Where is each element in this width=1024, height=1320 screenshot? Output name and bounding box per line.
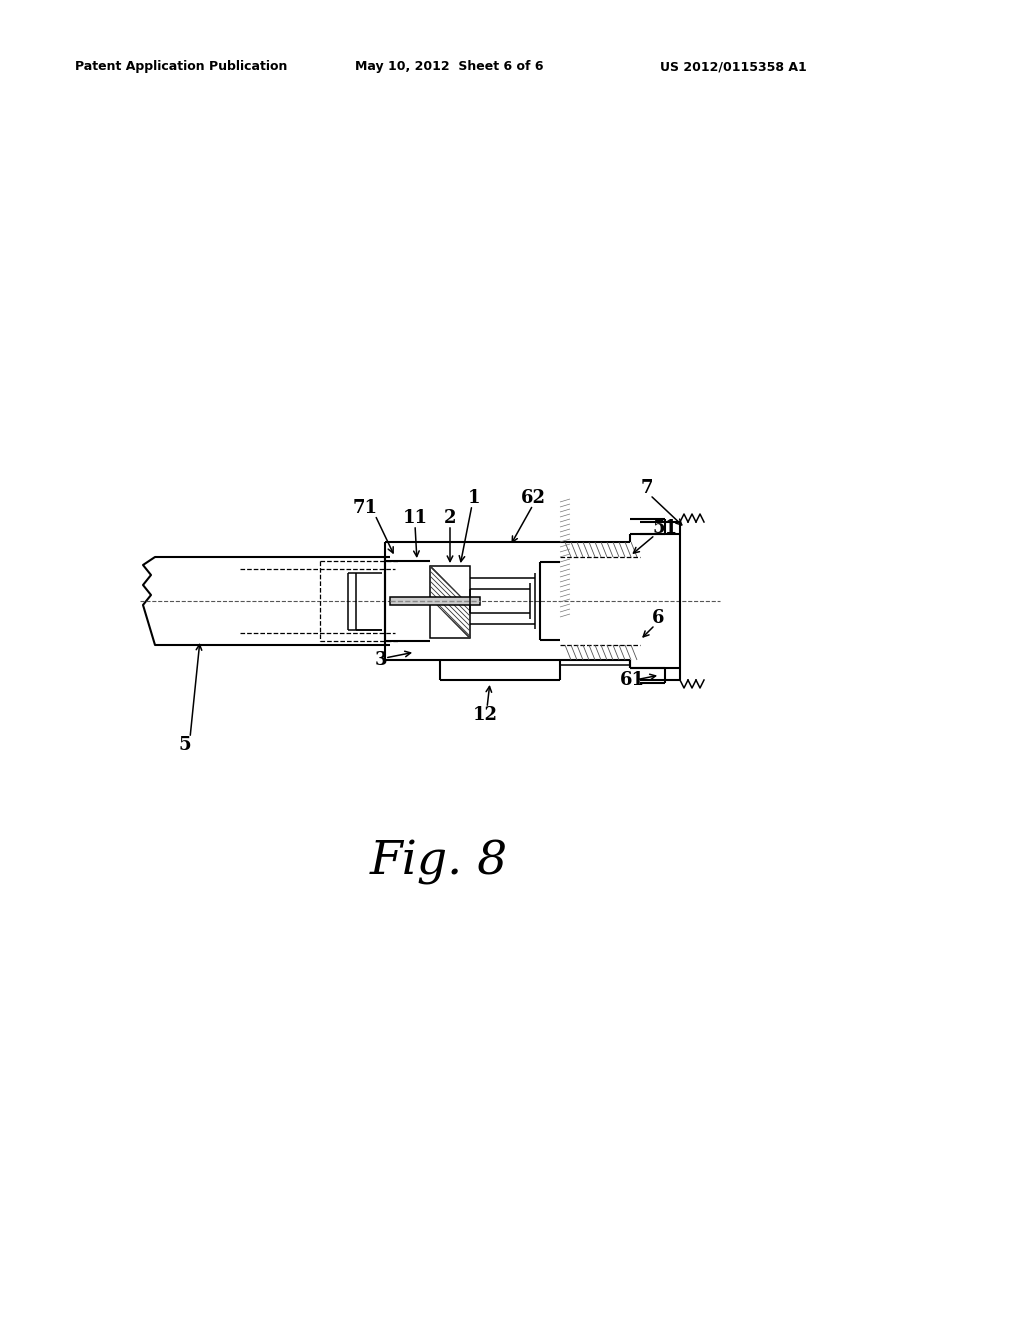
Text: 11: 11 (402, 510, 427, 527)
Text: 12: 12 (472, 706, 498, 723)
Text: 2: 2 (443, 510, 457, 527)
Bar (430, 566, 470, 638)
Text: 61: 61 (620, 671, 645, 689)
Text: 62: 62 (520, 488, 546, 507)
Text: Fig. 8: Fig. 8 (370, 840, 508, 886)
Text: 3: 3 (375, 651, 387, 669)
Text: 1: 1 (468, 488, 480, 507)
Text: Patent Application Publication: Patent Application Publication (75, 59, 288, 73)
Text: US 2012/0115358 A1: US 2012/0115358 A1 (660, 59, 807, 73)
Text: 71: 71 (352, 499, 378, 517)
Bar (390, 597, 480, 605)
Text: 6: 6 (652, 609, 665, 627)
Text: 5: 5 (178, 737, 191, 754)
Text: 7: 7 (641, 479, 653, 498)
Text: 51: 51 (653, 519, 678, 537)
Text: May 10, 2012  Sheet 6 of 6: May 10, 2012 Sheet 6 of 6 (355, 59, 544, 73)
